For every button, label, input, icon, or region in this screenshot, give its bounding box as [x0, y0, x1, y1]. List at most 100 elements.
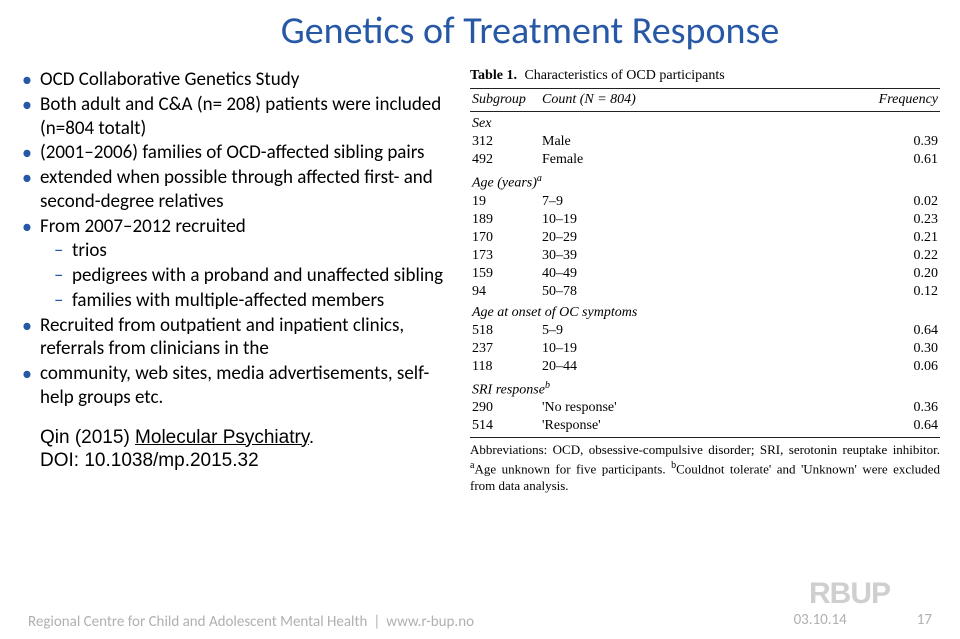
- table-row: 197–90.02: [470, 193, 940, 211]
- cell: 'Response': [540, 417, 783, 438]
- cell: 0.36: [783, 399, 940, 417]
- citation-author: Qin (2015): [40, 427, 135, 448]
- cell: 20–44: [540, 358, 783, 376]
- cell: 0.61: [783, 151, 940, 169]
- table-header-row: Subgroup Count (N = 804) Frequency: [470, 89, 940, 112]
- table-row: 15940–490.20: [470, 265, 940, 283]
- citation-doi: DOI: 10.1038/mp.2015.32: [40, 450, 259, 471]
- cell: 0.64: [783, 417, 940, 438]
- section-label: Sex: [470, 112, 940, 134]
- footer-page-number: 17: [917, 611, 932, 629]
- cell: 30–39: [540, 247, 783, 265]
- cell: 0.22: [783, 247, 940, 265]
- footer-org: Regional Centre for Child and Adolescent…: [28, 613, 367, 631]
- cell: 0.23: [783, 211, 940, 229]
- footer-date: 03.10.14: [794, 611, 847, 629]
- table-row: 9450–780.12: [470, 283, 940, 301]
- footer-right: 03.10.14 17: [794, 611, 932, 631]
- cell: 5–9: [540, 322, 783, 340]
- cell: 'No response': [540, 399, 783, 417]
- sup-a: a: [537, 173, 542, 184]
- citation: Qin (2015) Molecular Psychiatry. DOI: 10…: [22, 426, 452, 474]
- bullet-item: community, web sites, media advertisemen…: [22, 362, 452, 410]
- cell: 7–9: [540, 193, 783, 211]
- abbr-text: Abbreviations: OCD, obsessive-compulsive…: [470, 442, 940, 457]
- right-column: Table 1. Characteristics of OCD particip…: [470, 68, 940, 495]
- cell: 514: [470, 417, 540, 438]
- section-sex: Sex 312Male0.39 492Female0.61: [470, 112, 940, 170]
- cell: 159: [470, 265, 540, 283]
- cell: 170: [470, 229, 540, 247]
- cell: 94: [470, 283, 540, 301]
- cell: 118: [470, 358, 540, 376]
- section-heading: SRI responseb: [470, 376, 940, 400]
- participants-table: Subgroup Count (N = 804) Frequency Sex 3…: [470, 88, 940, 438]
- table-caption: Table 1. Characteristics of OCD particip…: [470, 68, 940, 84]
- bullet-list: OCD Collaborative Genetics Study Both ad…: [22, 68, 452, 410]
- footer-url: www.r-bup.no: [386, 613, 474, 631]
- footer-left: Regional Centre for Child and Adolescent…: [28, 613, 474, 631]
- table-row: 492Female0.61: [470, 151, 940, 169]
- cell: 0.30: [783, 340, 940, 358]
- cell: 20–29: [540, 229, 783, 247]
- bullet-item: Both adult and C&A (n= 208) patients wer…: [22, 93, 452, 141]
- col-frequency: Frequency: [783, 89, 940, 112]
- footer: Regional Centre for Child and Adolescent…: [0, 611, 960, 631]
- citation-period: .: [309, 427, 314, 448]
- dash-item: pedigrees with a proband and unaffected …: [40, 264, 452, 288]
- cell: 10–19: [540, 340, 783, 358]
- table-caption-label: Table 1.: [470, 68, 517, 83]
- section-heading: Sex: [470, 112, 940, 134]
- cell: 40–49: [540, 265, 783, 283]
- cell: 0.39: [783, 133, 940, 151]
- table-abbreviations: Abbreviations: OCD, obsessive-compulsive…: [470, 442, 940, 495]
- col-count: Count (N = 804): [540, 89, 783, 112]
- section-label: SRI responseb: [470, 376, 940, 400]
- table-row: 312Male0.39: [470, 133, 940, 151]
- table-caption-text: Characteristics of OCD participants: [520, 68, 724, 83]
- section-sri: SRI responseb 290'No response'0.36 514'R…: [470, 376, 940, 438]
- bullet-item: (2001–2006) families of OCD-affected sib…: [22, 141, 452, 165]
- table-row: 17020–290.21: [470, 229, 940, 247]
- section-age: Age (years)a 197–90.02 18910–190.23 1702…: [470, 169, 940, 301]
- section-text: SRI response: [472, 382, 545, 397]
- col-subgroup: Subgroup: [470, 89, 540, 112]
- cell: 0.06: [783, 358, 940, 376]
- table-row: 514'Response'0.64: [470, 417, 940, 438]
- table-row: 23710–190.30: [470, 340, 940, 358]
- section-label: Age (years)a: [470, 169, 940, 193]
- table-row: 5185–90.64: [470, 322, 940, 340]
- abbr-a-text: Age unknown for five participants.: [474, 462, 671, 477]
- cell: 312: [470, 133, 540, 151]
- cell: 173: [470, 247, 540, 265]
- sup-b: b: [545, 380, 550, 391]
- section-text: Age (years): [472, 176, 537, 191]
- cell: 492: [470, 151, 540, 169]
- bullet-item: Recruited from outpatient and inpatient …: [22, 314, 452, 362]
- rbup-logo: RBUP: [809, 577, 890, 611]
- section-label: Age at onset of OC symptoms: [470, 301, 940, 322]
- cell: 189: [470, 211, 540, 229]
- dash-item: families with multiple-affected members: [40, 289, 452, 313]
- content-area: OCD Collaborative Genetics Study Both ad…: [0, 54, 960, 495]
- table-row: 18910–190.23: [470, 211, 940, 229]
- cell: 0.64: [783, 322, 940, 340]
- bullet-item: OCD Collaborative Genetics Study: [22, 68, 452, 92]
- page-title: Genetics of Treatment Response: [100, 0, 960, 54]
- cell: 0.02: [783, 193, 940, 211]
- cell: 50–78: [540, 283, 783, 301]
- footer-separator: |: [373, 613, 380, 631]
- cell: 10–19: [540, 211, 783, 229]
- cell: 0.21: [783, 229, 940, 247]
- table-row: 17330–390.22: [470, 247, 940, 265]
- cell: 19: [470, 193, 540, 211]
- bullet-item: From 2007–2012 recruited trios pedigrees…: [22, 215, 452, 313]
- cell: Male: [540, 133, 783, 151]
- left-column: OCD Collaborative Genetics Study Both ad…: [22, 68, 452, 495]
- cell: 237: [470, 340, 540, 358]
- section-heading: Age at onset of OC symptoms: [470, 301, 940, 322]
- section-heading: Age (years)a: [470, 169, 940, 193]
- bullet-item: extended when possible through affected …: [22, 166, 452, 214]
- dash-list: trios pedigrees with a proband and unaff…: [40, 239, 452, 312]
- table-row: 11820–440.06: [470, 358, 940, 376]
